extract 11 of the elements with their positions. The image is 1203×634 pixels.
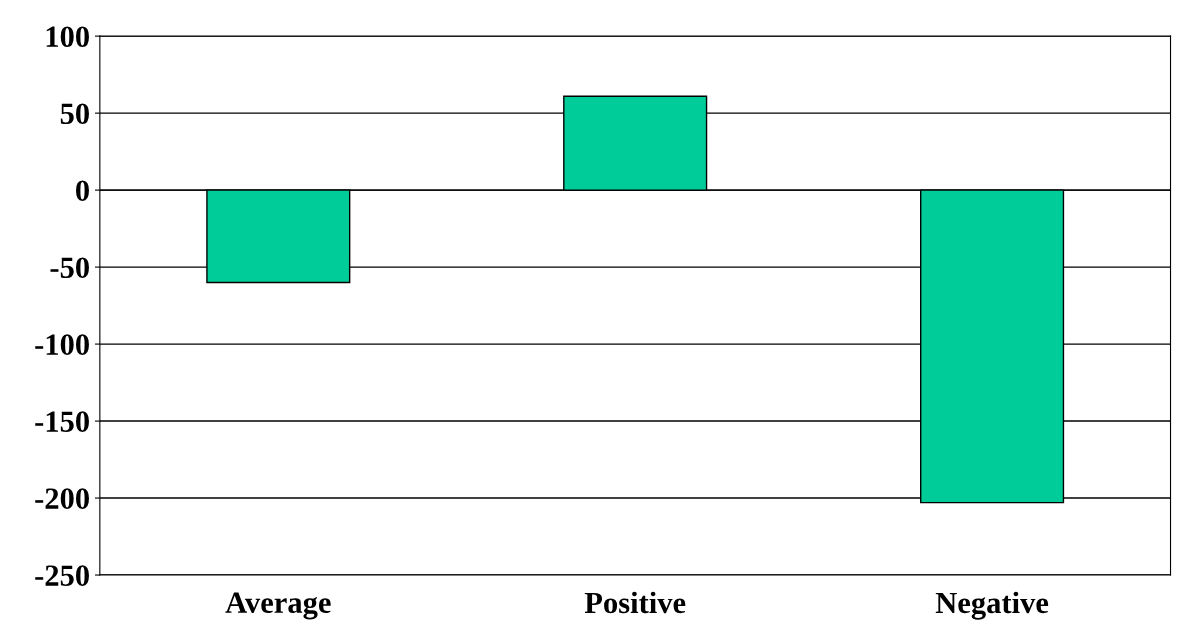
x-tick-label: Positive xyxy=(584,591,686,614)
y-tick-label: 0 xyxy=(76,180,89,202)
y-tick-label: -100 xyxy=(35,334,89,355)
y-tick-label: 100 xyxy=(46,26,89,48)
y-tick-label: -250 xyxy=(35,565,89,586)
y-tick-label: -50 xyxy=(50,257,89,278)
y-tick-label: 50 xyxy=(60,103,89,125)
y-tick-label: -150 xyxy=(35,411,89,432)
x-tick-label: Average xyxy=(225,592,331,620)
y-tick-label: -200 xyxy=(35,488,89,509)
x-tick-label: Negative xyxy=(935,591,1049,620)
